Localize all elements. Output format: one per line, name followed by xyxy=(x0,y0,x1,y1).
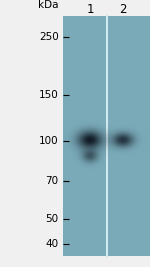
Text: 70: 70 xyxy=(45,176,58,186)
Text: kDa: kDa xyxy=(38,0,58,10)
Text: 1: 1 xyxy=(86,3,94,16)
Text: 50: 50 xyxy=(45,214,58,224)
Text: 2: 2 xyxy=(119,3,127,16)
Text: 150: 150 xyxy=(39,89,58,100)
Text: 40: 40 xyxy=(45,239,58,249)
Text: 250: 250 xyxy=(39,32,58,42)
Text: 100: 100 xyxy=(39,136,58,146)
FancyBboxPatch shape xyxy=(63,16,150,256)
